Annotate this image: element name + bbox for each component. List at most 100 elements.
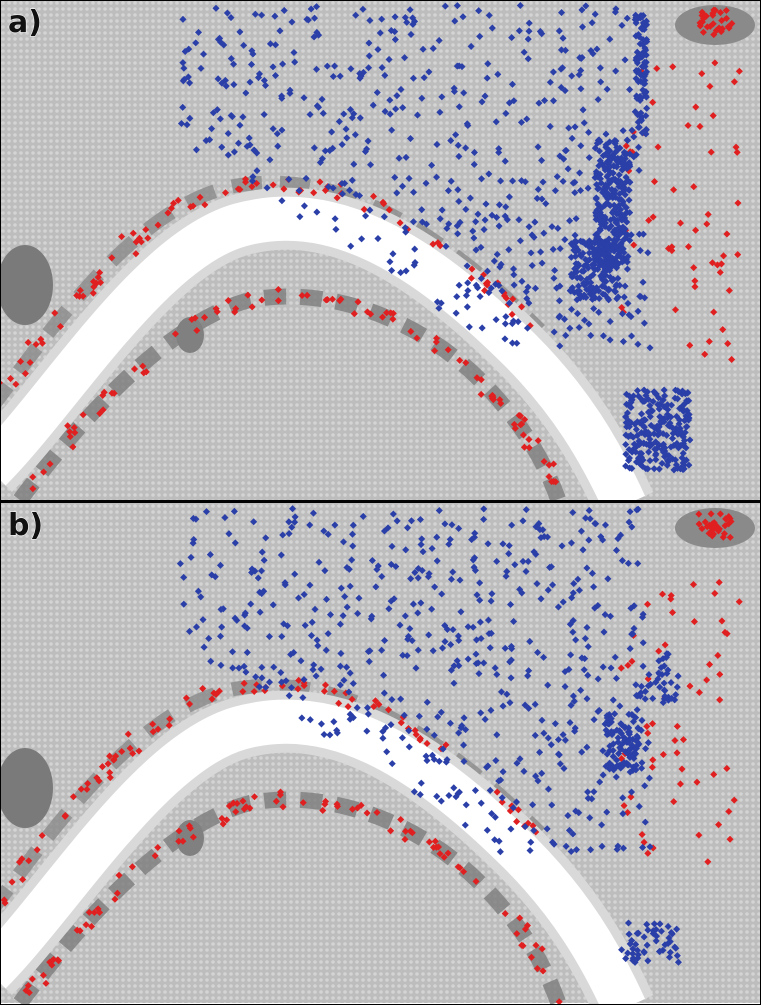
panel-b: b) [0, 503, 761, 1005]
point [728, 355, 736, 363]
point [599, 261, 607, 270]
point [639, 19, 648, 27]
point [714, 651, 722, 659]
point [646, 344, 654, 352]
point [630, 624, 638, 632]
point [488, 24, 496, 32]
point [529, 801, 537, 809]
point [686, 341, 694, 349]
point [622, 419, 630, 427]
point [510, 271, 518, 279]
point [466, 194, 474, 202]
point [635, 143, 643, 151]
point [634, 387, 642, 395]
point [605, 240, 613, 248]
point [599, 771, 607, 779]
point [516, 585, 524, 593]
point [230, 148, 238, 156]
point [431, 347, 439, 355]
point [481, 715, 489, 723]
point [306, 716, 314, 724]
point [223, 816, 231, 824]
point [391, 173, 399, 181]
point [664, 696, 672, 704]
point [585, 128, 593, 136]
point [724, 340, 732, 348]
point [613, 163, 621, 171]
point [580, 119, 588, 127]
point [556, 312, 564, 320]
point [708, 259, 716, 267]
dark-patch [0, 748, 53, 828]
point [290, 48, 298, 57]
point [537, 248, 545, 256]
point [519, 431, 527, 439]
point [539, 178, 547, 186]
point [409, 20, 417, 28]
point [618, 557, 626, 565]
point [641, 818, 649, 826]
point [643, 722, 651, 730]
point [611, 155, 619, 163]
point [632, 16, 640, 24]
point [179, 103, 187, 111]
point [538, 716, 546, 724]
point [618, 166, 626, 174]
point [534, 648, 542, 656]
point [606, 336, 614, 344]
point [379, 727, 387, 736]
point [513, 339, 521, 347]
point [715, 578, 723, 586]
point [645, 216, 653, 224]
point [608, 192, 616, 200]
point [308, 618, 316, 626]
point [497, 399, 505, 407]
point [389, 510, 397, 518]
point [695, 831, 703, 839]
point [619, 794, 627, 802]
point [730, 796, 738, 804]
point [644, 395, 652, 403]
point [730, 78, 738, 86]
point [629, 954, 637, 962]
point [557, 46, 566, 54]
point [643, 38, 651, 46]
point [673, 722, 681, 730]
point [569, 508, 577, 517]
point [676, 416, 684, 424]
point [488, 810, 496, 818]
point [531, 700, 539, 708]
point [492, 118, 500, 126]
point [564, 165, 572, 173]
point [297, 657, 305, 665]
point [657, 664, 665, 672]
point [674, 672, 682, 680]
point [584, 184, 592, 192]
point [366, 647, 374, 655]
point [455, 103, 463, 111]
point [600, 277, 608, 285]
point [231, 308, 239, 316]
point [735, 598, 743, 606]
point [513, 818, 521, 826]
point [594, 200, 602, 208]
point [604, 151, 612, 160]
point [650, 178, 659, 186]
point [110, 389, 118, 397]
point [495, 145, 503, 153]
point [530, 233, 538, 241]
point [365, 39, 373, 47]
point [243, 648, 251, 656]
point [313, 102, 321, 110]
point [668, 930, 676, 938]
point [625, 710, 633, 718]
panel-label: a) [8, 5, 42, 40]
point [429, 647, 437, 655]
point [291, 570, 299, 578]
point [46, 460, 54, 468]
point [470, 148, 478, 156]
point [462, 291, 470, 300]
point [374, 562, 382, 570]
point [497, 688, 506, 696]
point [476, 596, 484, 604]
